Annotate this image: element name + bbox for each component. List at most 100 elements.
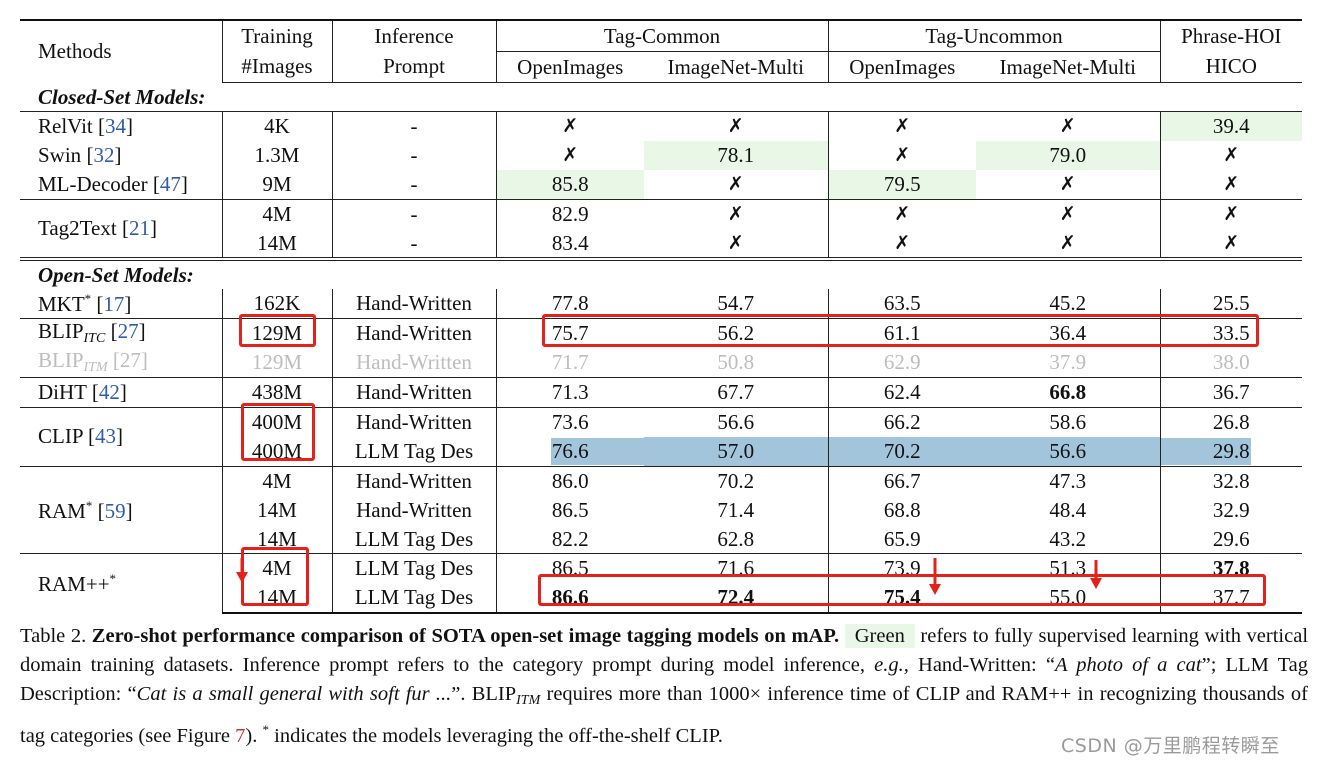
header-row-1: Methods Training Inference Tag-Common Ta… [20,19,1303,83]
value-cell: 29.6 [1159,524,1303,554]
images-cell: 14M [221,495,332,525]
header-prompt: Prompt [331,51,496,83]
value-cell: ✗ [827,228,977,260]
clip-marker: * [109,571,117,587]
value-cell: 37.9 [1049,350,1087,375]
section-closed-set: Closed-Set Models: [20,83,1302,112]
value-cell: ✗ [1059,172,1076,195]
citation-link[interactable]: 43 [94,424,116,449]
value-cell: 39.4 [1159,110,1303,141]
method-name: BLIP [38,319,84,344]
table-row-blip-itc: BLIPITC [27] 129M Hand-Written 75.7 56.2… [20,318,1303,349]
value-cell: 85.8 [495,169,644,200]
table-row-ram-4m: RAM* [59] 4M Hand-Written 86.0 70.2 66.7… [20,465,1303,554]
citation-link[interactable]: 47 [159,171,181,196]
table-row-rampp-14m: 14M LLM Tag Des 86.6 72.4 75.4 55.0 37.7 [20,583,1303,615]
prompt-cell: - [331,169,496,200]
method-cell: MKT* [17] [38,291,132,317]
prompt-cell: - [331,228,496,260]
table-row-ram-14m-llm: 14M LLM Tag Des 82.2 62.8 65.9 43.2 29.6 [20,524,1303,554]
value-cell: 71.3 [495,377,644,408]
value-cell: ✗ [1159,140,1303,170]
value-cell: 70.2 [644,465,829,496]
table-row-swin: Swin [32] 1.3M - ✗ 78.1 ✗ 79.0 ✗ [20,140,1303,170]
value-cell: 79.5 [827,169,977,200]
caption-text: requires more than 1000× inference time … [20,683,1309,747]
method-cell: RelVit [34] [20,110,222,141]
value-cell: 77.8 [495,289,644,319]
figure-link[interactable]: 7 [235,725,246,747]
value-cell-best: 86.6 [495,583,644,615]
method-subscript: ITM [83,360,108,376]
method-name: MKT [38,292,85,317]
value-cell: 47.3 [976,465,1161,496]
citation-link[interactable]: 27 [117,319,139,344]
prompt-cell: LLM Tag Des [331,524,496,554]
value-cell: 43.2 [1049,526,1087,551]
value-cell: ✗ [976,198,1161,229]
images-cell: 1.3M [221,140,332,170]
value-cell: 56.2 [644,318,829,349]
method-name: RAM [38,498,86,523]
citation-link[interactable]: 59 [104,498,126,523]
prompt-cell: Hand-Written [331,289,496,319]
value-cell-highlighted: 57.0 [644,436,829,467]
caption-quote-llm: Cat is a small general with soft fur ... [136,683,452,705]
header-training: Training [221,19,332,52]
header-openimages-common: OpenImages [495,51,644,83]
citation-link[interactable]: 27 [119,348,141,373]
table-row-mkt: MKT* [17] 162K Hand-Written 77.8 54.7 63… [20,289,1303,319]
caption-text: ”. BLIP [451,683,517,705]
caption-subscript: ITM [516,693,541,708]
caption-quote-hand: A photo of a cat [1054,654,1202,676]
images-cell: 129M [221,318,332,349]
value-cell: 62.8 [717,526,755,551]
citation-link[interactable]: 34 [105,113,126,138]
header-imagenet-uncommon: ImageNet-Multi [976,51,1161,83]
images-cell: 4M [221,198,332,229]
value-cell: 45.2 [1049,291,1087,316]
method-cell: ML-Decoder [47] [38,171,188,196]
value-cell: 79.0 [976,140,1161,170]
value-cell: 62.9 [827,348,977,378]
images-cell: 129M [221,348,332,378]
method-cell: DiHT [42] [20,377,222,408]
images-cell: 9M [221,169,332,200]
method-name: RelVit [38,113,93,138]
table-row-ml-decoder: ML-Decoder [47] 9M - 85.8 ✗ 79.5 ✗ ✗ [20,169,1303,200]
method-name: Swin [38,142,82,167]
value-cell: ✗ [495,110,644,141]
images-cell: 4K [221,110,332,141]
results-table: Methods Training Inference Tag-Common Ta… [20,19,1303,615]
value-cell: 68.8 [827,495,977,525]
method-cell: CLIP [43] [20,407,222,467]
value-cell: ✗ [644,110,829,141]
value-cell: 50.8 [717,350,755,375]
value-cell: 73.6 [495,407,644,437]
images-cell: 14M [221,228,332,260]
header-tag-common: Tag-Common [495,19,829,52]
value-cell: 82.9 [495,198,644,229]
header-tag-uncommon: Tag-Uncommon [827,19,1161,52]
value-cell: ✗ [644,198,829,229]
header-imagenet-common: ImageNet-Multi [644,51,829,83]
value-cell-best: 72.4 [644,583,829,615]
value-cell: 63.5 [827,289,977,319]
value-cell: 71.7 [495,348,644,378]
method-name: DiHT [38,380,87,405]
value-cell: ✗ [727,231,744,254]
value-cell: 38.0 [1159,348,1303,378]
caption-green-chip: Green [844,624,915,648]
method-cell: RAM* [59] [20,465,222,554]
value-cell: 66.2 [827,407,977,437]
citation-link[interactable]: 17 [103,292,125,317]
value-cell-best: 75.4 [827,583,977,615]
caption-title: Zero-shot performance comparison of SOTA… [91,625,840,647]
value-cell: 75.7 [495,318,644,349]
method-cell: BLIPITC [27] [20,318,222,349]
value-cell-best: 37.8 [1159,553,1303,584]
prompt-cell: - [331,198,496,229]
citation-link[interactable]: 42 [98,380,120,405]
citation-link[interactable]: 21 [128,216,150,241]
citation-link[interactable]: 32 [93,142,115,167]
